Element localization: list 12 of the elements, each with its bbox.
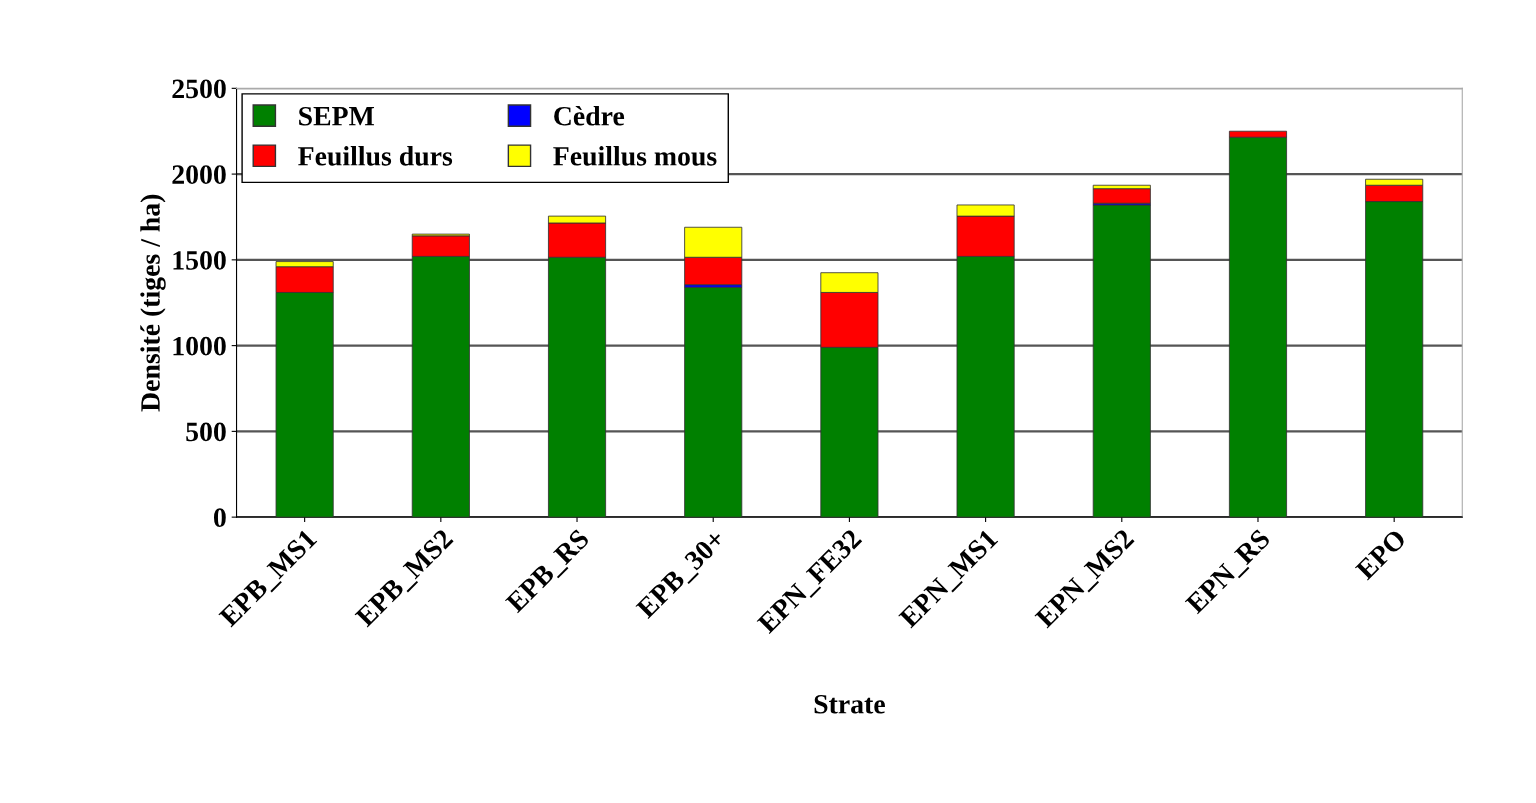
y-tick-label: 1000 <box>173 336 226 356</box>
legend-label: SEPM <box>299 106 375 126</box>
y-tick-label: 0 <box>213 508 226 528</box>
y-tick-label: 2500 <box>172 79 226 99</box>
legend-label: Feuillus durs <box>298 146 453 166</box>
y-tick-label: 1500 <box>173 251 226 270</box>
legend-label: Cèdre <box>554 105 625 126</box>
x-axis-title: Strate <box>814 694 885 714</box>
y-tick-label: 2000 <box>172 165 226 184</box>
y-tick-label: 500 <box>186 422 226 442</box>
legend-label: Feuillus mous <box>553 146 717 166</box>
y-axis-title: Densité (tiges / ha) <box>140 194 166 412</box>
